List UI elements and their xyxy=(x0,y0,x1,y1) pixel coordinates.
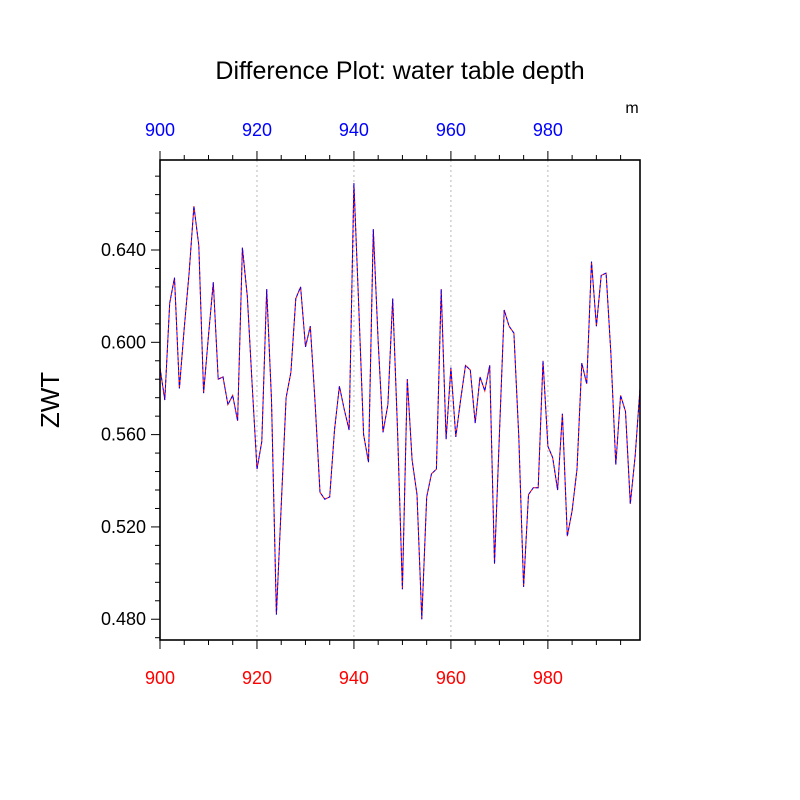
series-line-1 xyxy=(159,183,641,620)
x-tick-label-top: 980 xyxy=(533,120,563,140)
chart-title: Difference Plot: water table depth xyxy=(215,57,584,85)
axis-ticks xyxy=(151,151,622,649)
top-axis-unit-label: m xyxy=(625,100,638,117)
x-tick-label-top: 960 xyxy=(436,120,466,140)
plot-frame xyxy=(159,159,641,641)
tick-labels: 900 900 920 920 940 940 960 960 980 980 0.480 0.520… xyxy=(101,120,563,688)
x-gridlines xyxy=(256,160,549,640)
x-tick-label-bottom: 920 xyxy=(242,668,272,688)
y-tick-label: 0.640 xyxy=(101,240,146,260)
x-tick-label-bottom: 900 xyxy=(145,668,175,688)
y-tick-label: 0.560 xyxy=(101,425,146,445)
series-lines xyxy=(159,183,641,620)
x-tick-label-bottom: 940 xyxy=(339,668,369,688)
x-tick-label-bottom: 960 xyxy=(436,668,466,688)
x-tick-label-bottom: 980 xyxy=(533,668,563,688)
x-tick-label-top: 940 xyxy=(339,120,369,140)
x-tick-label-top: 920 xyxy=(242,120,272,140)
series-line-2 xyxy=(159,183,641,620)
y-tick-label: 0.520 xyxy=(101,517,146,537)
y-tick-label: 0.480 xyxy=(101,609,146,629)
y-tick-label: 0.600 xyxy=(101,332,146,352)
x-tick-label-top: 900 xyxy=(145,120,175,140)
y-axis-title: ZWT xyxy=(35,372,65,428)
